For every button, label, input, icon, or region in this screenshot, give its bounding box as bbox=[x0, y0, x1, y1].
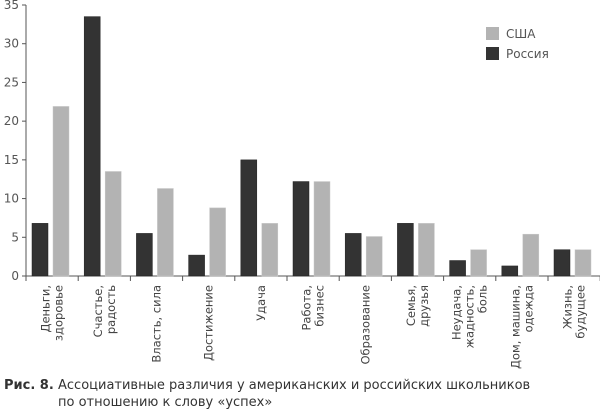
bar-russia bbox=[501, 265, 519, 277]
bar-usa bbox=[522, 233, 540, 277]
bar-russia bbox=[292, 181, 310, 277]
category-label: Дом, машина, bbox=[508, 285, 522, 369]
category-label: Жизнь, bbox=[561, 285, 575, 329]
category-label: Счастье, bbox=[91, 285, 105, 337]
category-label: Деньги, bbox=[39, 285, 53, 333]
bar-russia bbox=[553, 249, 571, 277]
bar-russia bbox=[397, 223, 414, 277]
bar-usa bbox=[261, 223, 279, 277]
category-label: Образование bbox=[358, 285, 372, 365]
bar-russia bbox=[31, 223, 49, 277]
bar-usa bbox=[157, 188, 174, 277]
legend-label-usa: США bbox=[506, 27, 536, 41]
bar-usa bbox=[574, 249, 592, 277]
category-label: радость bbox=[104, 285, 118, 334]
bar-russia bbox=[136, 233, 153, 277]
legend-swatch-usa bbox=[486, 27, 499, 40]
bar-russia bbox=[188, 254, 205, 277]
category-label: Работа, bbox=[300, 285, 314, 331]
y-tick-label: 20 bbox=[4, 114, 19, 128]
bar-russia bbox=[449, 260, 466, 277]
caption-line-2: по отношению к слову «успех» bbox=[58, 395, 273, 410]
category-label: здоровье bbox=[52, 285, 66, 341]
category-label: Неудача, bbox=[450, 285, 464, 340]
category-label: Семья, bbox=[404, 285, 418, 326]
caption-number: Рис. 8. bbox=[4, 378, 54, 393]
bar-usa bbox=[313, 181, 331, 277]
caption-text: Ассоциативные различия у американских и … bbox=[58, 377, 588, 411]
bar-russia bbox=[240, 159, 258, 277]
legend-label-russia: Россия bbox=[506, 47, 549, 61]
bar-usa bbox=[52, 106, 70, 277]
caption-line-1: Ассоциативные различия у американских и … bbox=[58, 378, 531, 393]
bar-russia bbox=[83, 16, 101, 277]
bar-usa bbox=[470, 249, 487, 277]
bar-chart: 0 5 10 15 20 25 30 35 Деньги, здоровье Счастье, ра… bbox=[4, 0, 600, 369]
category-label: будущее bbox=[574, 285, 588, 339]
y-tick-label: 30 bbox=[4, 37, 19, 51]
bar-usa bbox=[209, 207, 226, 277]
y-tick-label: 35 bbox=[4, 0, 19, 12]
category-label: Удача bbox=[254, 285, 268, 321]
category-label: жадность, bbox=[463, 285, 477, 348]
category-label: Достижение bbox=[202, 285, 216, 361]
legend: США Россия bbox=[486, 27, 549, 61]
chart-axes: 0 5 10 15 20 25 30 35 bbox=[4, 0, 600, 283]
category-label: одежда bbox=[521, 285, 535, 332]
category-labels: Деньги, здоровье Счастье, радость Власть, си… bbox=[39, 285, 588, 369]
bar-usa bbox=[418, 223, 435, 277]
chart-bars bbox=[31, 16, 592, 277]
category-label: Власть, сила bbox=[150, 285, 164, 363]
bar-usa bbox=[104, 171, 122, 277]
y-tick-label: 15 bbox=[4, 153, 19, 167]
y-tick-label: 10 bbox=[4, 192, 19, 206]
category-label: боль bbox=[476, 285, 490, 313]
bar-russia bbox=[344, 233, 362, 277]
y-tick-label: 5 bbox=[11, 230, 19, 244]
category-label: друзья bbox=[417, 285, 431, 327]
y-tick-label: 0 bbox=[11, 269, 19, 283]
category-label: бизнес bbox=[313, 285, 327, 327]
legend-swatch-russia bbox=[486, 47, 499, 60]
y-tick-label: 25 bbox=[4, 75, 19, 89]
bar-usa bbox=[365, 236, 383, 277]
